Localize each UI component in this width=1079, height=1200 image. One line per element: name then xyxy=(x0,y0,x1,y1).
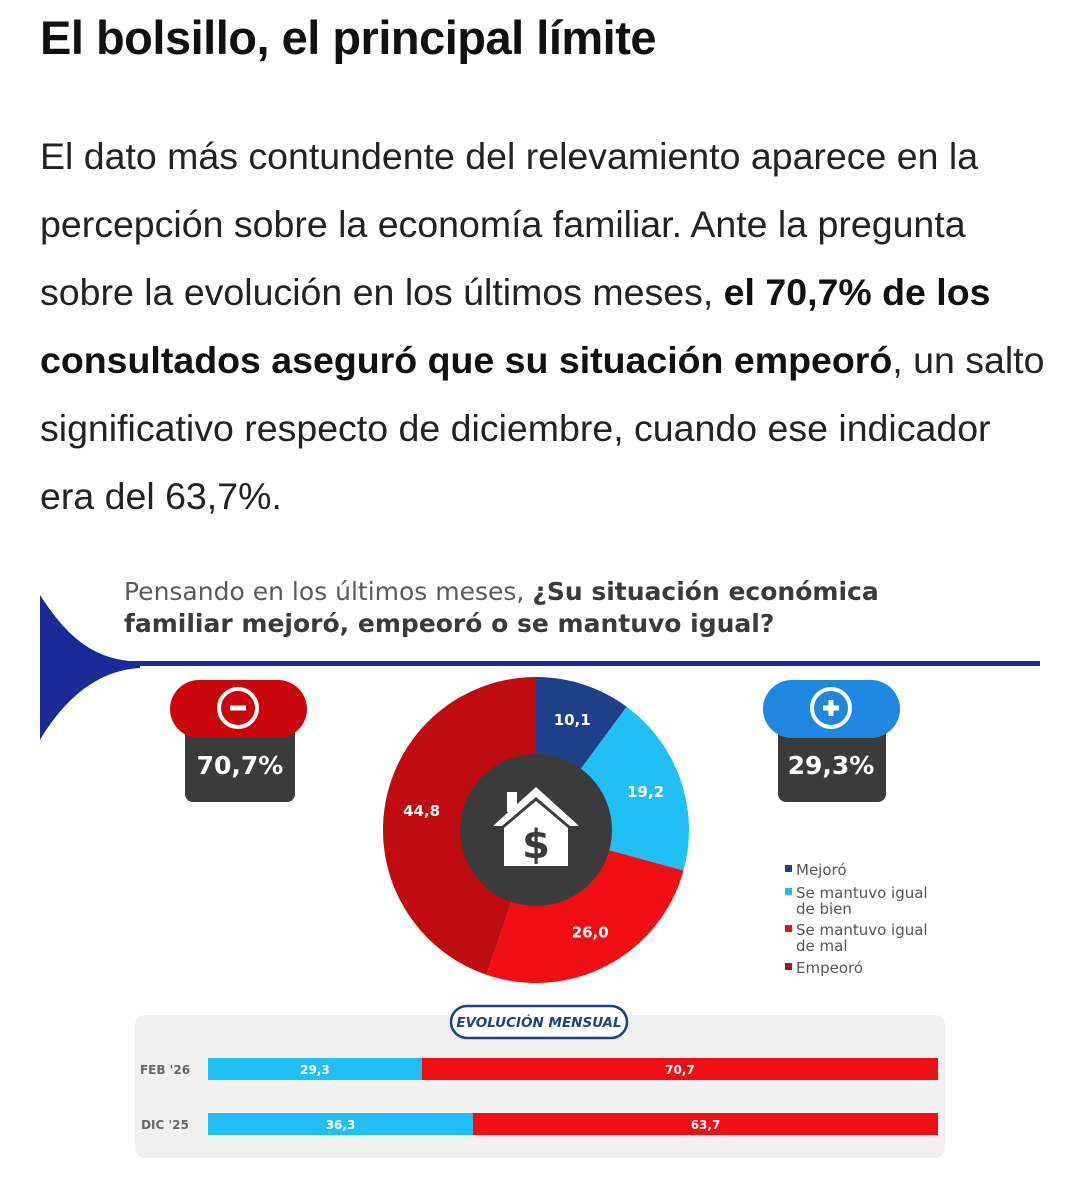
legend-swatch-igual-mal xyxy=(785,925,792,932)
title-divider-line xyxy=(130,661,1040,666)
paragraph-intro: El dato más contundente del relevamiento… xyxy=(40,135,979,313)
minus-icon xyxy=(217,687,259,729)
bar-label-dic25-segment-2: 63,7 xyxy=(691,1118,721,1132)
paragraph-highlight: el 70,7% de los consultados aseguró que … xyxy=(40,271,991,381)
legend-label-igual-bien-2: de bien xyxy=(796,900,852,918)
legend-swatch-mejoro xyxy=(785,865,792,872)
negative-total-value: 70,7% xyxy=(197,751,284,780)
infographic: Pensando en los últimos meses, ¿Su situa… xyxy=(40,577,1040,1158)
legend-swatch-empeoro xyxy=(785,963,792,970)
pie-label-igual-mal: 26,0 xyxy=(572,924,609,942)
plus-icon xyxy=(810,687,852,729)
pie-legend: Mejoró Se mantuvo igual de bien Se mantu… xyxy=(785,861,928,977)
question-normal-text: Pensando en los últimos meses, xyxy=(124,577,532,606)
bar-label-dic25-segment-1: 36,3 xyxy=(326,1118,356,1132)
article-headline: El bolsillo, el principal límite xyxy=(40,11,657,64)
row-label-dic25: DIC '25 xyxy=(141,1118,189,1132)
legend-label-igual-mal-2: de mal xyxy=(796,937,848,955)
stacked-bars: 29,3 70,7 36,3 63,7 xyxy=(208,1058,938,1135)
plus-icon-bar-v xyxy=(828,700,834,716)
paragraph-outro: , un salto significativo respecto de dic… xyxy=(40,339,1045,517)
legend-label-mejoro: Mejoró xyxy=(796,861,847,879)
svg-text:$: $ xyxy=(522,822,550,868)
question-line-1: Pensando en los últimos meses, ¿Su situa… xyxy=(124,577,879,606)
pie-slice-empeoro xyxy=(382,677,536,975)
bar-dic25-segment-2 xyxy=(473,1113,938,1135)
evolution-title-pill xyxy=(449,1004,629,1040)
legend-label-igual-mal-1: Se mantuvo igual xyxy=(796,921,928,939)
pie-label-igual-bien: 19,2 xyxy=(627,783,664,801)
positive-total-value: 29,3% xyxy=(788,751,875,780)
question-line-2: familiar mejoró, empeoró o se mantuvo ig… xyxy=(124,609,774,638)
pie-value-labels: 10,1 19,2 26,0 44,8 xyxy=(403,711,664,942)
bar-dic25-segment-1 xyxy=(208,1113,473,1135)
bar-feb26-segment-2 xyxy=(421,1058,938,1080)
bar-label-feb26-segment-2: 70,7 xyxy=(665,1063,695,1077)
evolution-title: EVOLUCIÓN MENSUAL xyxy=(456,1013,621,1031)
article-paragraph: El dato más contundente del relevamiento… xyxy=(40,122,1050,530)
legend-label-igual-bien-1: Se mantuvo igual xyxy=(796,884,928,902)
house-dollar-icon: $ xyxy=(493,787,579,868)
legend-label-empeoro: Empeoró xyxy=(796,959,863,977)
question-bold-text: ¿Su situación económica xyxy=(532,577,878,606)
legend-swatch-igual-bien xyxy=(785,888,792,895)
pie-label-empeoro: 44,8 xyxy=(403,802,440,820)
title-swoosh xyxy=(40,595,140,740)
bar-feb26-segment-1 xyxy=(208,1058,422,1080)
row-label-feb26: FEB '26 xyxy=(140,1063,190,1077)
pie-label-mejoro: 10,1 xyxy=(554,711,591,729)
minus-icon-bar xyxy=(230,705,246,711)
bar-label-feb26-segment-1: 29,3 xyxy=(300,1063,330,1077)
